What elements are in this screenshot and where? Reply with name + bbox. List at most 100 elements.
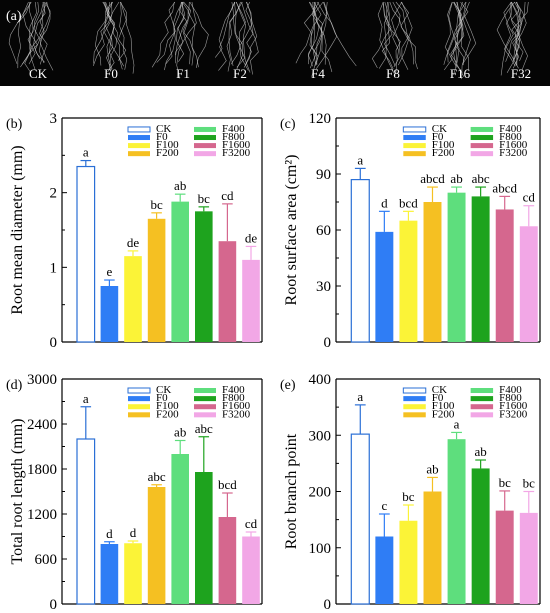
y-tick-label: 1200 <box>27 507 57 523</box>
legend-swatch <box>470 388 494 394</box>
bar <box>124 543 142 604</box>
legend-label: F400 <box>499 384 522 396</box>
bar <box>100 544 119 604</box>
root-system-1 <box>93 1 135 74</box>
root-strand <box>93 1 120 67</box>
y-tick-label: 120 <box>309 111 332 127</box>
legend-swatch <box>128 396 150 402</box>
treatment-labels: CK F0 F1 F2 F4 F8 F16 F32 <box>29 66 531 81</box>
root-strand <box>120 1 135 74</box>
legend-label: CK <box>432 123 447 135</box>
panel-tag: (d) <box>6 378 23 393</box>
panel-a-tag: (a) <box>6 9 22 24</box>
bar <box>350 179 370 343</box>
bar <box>399 520 418 604</box>
root-system-4 <box>295 1 357 77</box>
legend-swatch <box>194 388 216 394</box>
root-strand <box>218 1 235 71</box>
legend-label: F100 <box>432 400 455 412</box>
legend-label: F3200 <box>499 147 528 159</box>
bar <box>171 454 189 604</box>
root-strand <box>311 1 327 65</box>
legend-swatch <box>402 387 427 394</box>
chart-panel: 0 600 1200 1800 2400 3000 Total root length (m… <box>6 372 263 613</box>
significance-letter: ab <box>474 444 486 459</box>
y-axis-label: Root mean diameter (mm) <box>9 145 26 314</box>
root-strand <box>295 1 315 64</box>
root-strand <box>448 1 465 77</box>
root-strand <box>118 1 127 61</box>
significance-letter: a <box>454 416 460 431</box>
root-strand <box>500 1 514 76</box>
root-system-3 <box>214 1 259 75</box>
legend-swatch <box>194 396 216 402</box>
treatment-label: F0 <box>104 66 118 81</box>
root-strand <box>181 1 191 65</box>
root-silhouettes <box>8 1 529 80</box>
bar <box>171 201 189 342</box>
panel-tag: (c) <box>280 117 296 132</box>
significance-letter: d <box>130 525 137 540</box>
significance-letter: a <box>83 391 89 406</box>
legend-swatch <box>194 404 216 410</box>
root-strand <box>506 1 520 73</box>
legend-label: F200 <box>432 147 455 159</box>
y-tick-label: 200 <box>309 485 332 501</box>
root-strand <box>29 1 44 71</box>
bar <box>495 209 514 342</box>
legend-label: F800 <box>222 131 245 143</box>
treatment-label: F32 <box>511 66 531 81</box>
bar <box>519 226 538 342</box>
significance-letter: cd <box>523 190 536 205</box>
root-strand <box>496 1 519 69</box>
significance-letter: bcd <box>399 195 418 210</box>
significance-letter: a <box>357 389 363 404</box>
legend-swatch <box>403 135 426 141</box>
legend-label: F0 <box>432 392 444 404</box>
root-strand <box>241 1 259 75</box>
y-tick-label: 3000 <box>27 372 57 388</box>
legend-label: CK <box>156 123 171 135</box>
significance-letter: cd <box>221 188 234 203</box>
y-tick-label: 90 <box>316 167 331 183</box>
y-tick-label: 0 <box>324 597 332 613</box>
y-axis-label: Root surface area (cm²) <box>283 155 300 306</box>
significance-letter: abcd <box>420 171 445 186</box>
bar <box>350 433 370 605</box>
bar <box>195 472 213 604</box>
significance-letter: abc <box>472 171 490 186</box>
legend-swatch <box>194 412 216 418</box>
legend-swatch <box>403 396 426 402</box>
root-strand <box>511 1 524 62</box>
bar <box>495 510 514 604</box>
legend-swatch <box>128 412 150 418</box>
significance-letter: bc <box>402 489 415 504</box>
y-tick-label: 1 <box>50 260 58 276</box>
significance-letter: bc <box>198 191 211 206</box>
legend-label: F3200 <box>499 408 528 420</box>
y-tick-label: 2400 <box>27 417 57 433</box>
significance-letter: d <box>106 526 113 541</box>
root-strand <box>236 1 252 68</box>
bar <box>100 286 119 342</box>
legend-swatch <box>403 143 426 149</box>
root-strand <box>151 1 175 68</box>
legend-swatch <box>470 143 494 149</box>
root-strand <box>8 1 32 64</box>
root-strand <box>226 1 241 72</box>
bar <box>375 536 394 604</box>
root-strand <box>392 1 401 73</box>
legend-label: F100 <box>432 139 455 151</box>
root-strand <box>93 1 113 64</box>
root-strand <box>189 1 209 68</box>
legend-label: F1600 <box>222 139 251 151</box>
significance-letter: bc <box>499 475 512 490</box>
y-tick-label: 0 <box>50 335 58 351</box>
treatment-label: F16 <box>450 66 471 81</box>
significance-letter: bc <box>150 197 163 212</box>
root-strand <box>165 1 183 65</box>
y-tick-label: 0 <box>324 335 332 351</box>
root-strand <box>323 1 357 67</box>
root-strand <box>400 1 409 70</box>
